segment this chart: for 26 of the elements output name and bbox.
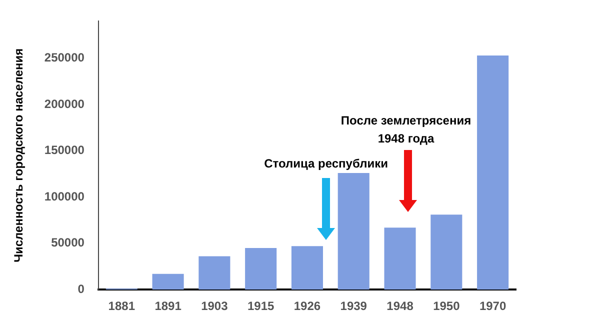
y-axis-title: Численность городского населения (12, 48, 26, 262)
bar (384, 228, 416, 290)
x-tick-label: 1903 (201, 299, 228, 314)
annotation: Столица республики (264, 156, 388, 170)
annotation: После землетрясения 1948 года (340, 113, 472, 146)
x-tick-label: 1950 (433, 299, 460, 314)
bar (338, 172, 370, 290)
x-tick-label: 1939 (340, 299, 368, 314)
x-tick-label: 1926 (294, 299, 321, 314)
x-tick-label: 1970 (479, 299, 506, 314)
x-tick-label: 1881 (108, 299, 136, 314)
x-tick-label: 1891 (154, 299, 182, 314)
y-tick-label: 200000 (44, 96, 85, 111)
y-tick-label: 100000 (44, 189, 85, 204)
x-tick-label: 1915 (247, 299, 274, 314)
y-tick-label: 250000 (44, 50, 85, 65)
x-tick-label: 1948 (386, 299, 414, 314)
bar (152, 274, 184, 290)
bar (477, 55, 509, 290)
bar (245, 248, 277, 290)
y-tick-label: 150000 (44, 143, 85, 158)
bar (198, 256, 230, 290)
y-tick-label: 0 (78, 282, 85, 296)
y-tick-label: 50000 (51, 236, 85, 250)
bar (430, 214, 462, 290)
bar (291, 246, 323, 290)
